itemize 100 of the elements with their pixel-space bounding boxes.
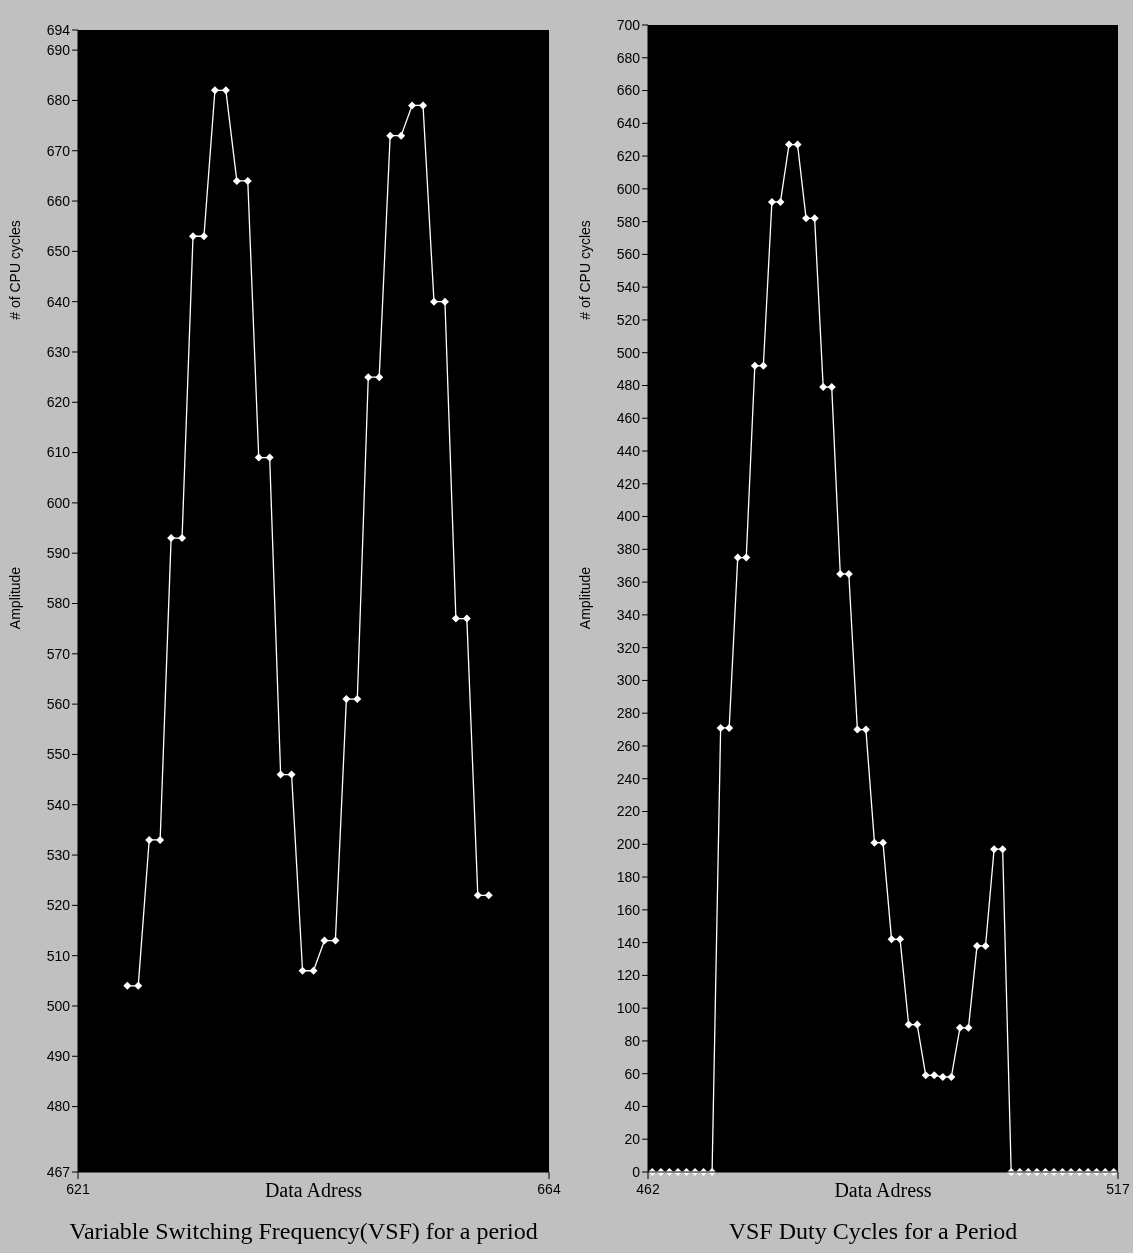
y-tick-label: 520 <box>616 311 641 328</box>
point <box>440 297 449 306</box>
y-tick-label: 650 <box>46 243 71 260</box>
point <box>451 614 460 623</box>
y-tick-label: 540 <box>46 796 71 813</box>
point <box>178 534 187 543</box>
y-axis-title: # of CPU cycles <box>7 220 23 320</box>
point <box>210 86 219 95</box>
point <box>725 723 734 732</box>
point <box>742 553 751 562</box>
point <box>853 725 862 734</box>
point <box>364 373 373 382</box>
y-tick-label: 480 <box>616 377 641 394</box>
y-tick-label: 60 <box>624 1065 641 1082</box>
text: VSF Duty Cycles for a Period <box>728 1218 1018 1244</box>
point <box>156 835 165 844</box>
y-tick-label: 360 <box>616 574 641 591</box>
point <box>199 232 208 241</box>
y-tick-label: 120 <box>616 967 641 984</box>
y-tick-label: 160 <box>616 901 641 918</box>
point <box>836 569 845 578</box>
y-tick-label: 580 <box>616 213 641 230</box>
point <box>938 1072 947 1081</box>
y-tick-label: 560 <box>46 696 71 713</box>
point <box>473 891 482 900</box>
point <box>287 770 296 779</box>
point <box>879 838 887 847</box>
point <box>887 935 896 944</box>
point <box>750 361 759 370</box>
y-tick-label: 140 <box>616 934 641 951</box>
text: Amplitude <box>7 566 23 630</box>
point <box>767 197 776 206</box>
text: Variable Switching Frequency(VSF) for a period <box>69 1218 538 1244</box>
point <box>309 966 318 975</box>
y-tick-label: 530 <box>46 846 71 863</box>
y-tick-label: 340 <box>616 606 641 623</box>
point <box>189 232 198 241</box>
point <box>785 140 793 149</box>
y-tick-label: 20 <box>624 1131 641 1148</box>
y-tick-label: 440 <box>616 442 641 459</box>
y-tick-label: 640 <box>616 115 641 132</box>
point <box>265 453 274 462</box>
point <box>904 1020 913 1029</box>
y-tick-label: 590 <box>46 545 71 562</box>
x-axis-title: Data Adress <box>264 1179 363 1201</box>
point <box>484 891 493 900</box>
point <box>386 131 395 140</box>
y-tick-label: 500 <box>616 344 641 361</box>
x-tick-label: 462 <box>636 1181 660 1197</box>
y-tick-label: 680 <box>46 92 71 109</box>
point <box>921 1071 930 1080</box>
y-tick-label: 660 <box>46 192 71 209</box>
point <box>221 86 230 95</box>
y-tick-label: 520 <box>46 897 71 914</box>
point <box>462 614 471 623</box>
point <box>419 101 428 110</box>
point <box>998 845 1007 854</box>
y-tick-label: 500 <box>46 997 71 1014</box>
y-tick-label: 680 <box>616 49 641 66</box>
point <box>947 1072 956 1081</box>
y-tick-label: 420 <box>616 475 641 492</box>
x-tick-label: 621 <box>66 1181 90 1197</box>
y-tick-label: 550 <box>46 746 71 763</box>
y-tick-label: 670 <box>46 142 71 159</box>
point <box>342 695 351 704</box>
x-axis-title: Data Adress <box>834 1179 932 1201</box>
point <box>167 534 176 543</box>
y-tick-label: 300 <box>616 672 641 689</box>
point <box>844 569 853 578</box>
point <box>981 941 990 950</box>
y-tick-label: 540 <box>616 279 641 296</box>
y-tick-label: 600 <box>616 180 641 197</box>
y-tick-label: 640 <box>46 293 71 310</box>
point <box>819 383 828 392</box>
text: Amplitude <box>577 566 593 630</box>
y-tick-label: 690 <box>46 42 71 59</box>
y-axis-title: # of CPU cycles <box>577 220 593 320</box>
y-tick-label: 490 <box>46 1048 71 1065</box>
point <box>276 770 285 779</box>
y-tick-label: 400 <box>616 508 641 525</box>
point <box>716 723 725 732</box>
point <box>802 214 811 223</box>
y-tick-label: 40 <box>624 1098 641 1115</box>
point <box>861 725 870 734</box>
point <box>964 1023 973 1032</box>
point <box>955 1023 964 1032</box>
point <box>990 845 999 854</box>
point <box>759 361 768 370</box>
point <box>243 176 252 185</box>
point <box>408 101 417 110</box>
y-tick-label: 260 <box>616 737 641 754</box>
y-tick-label: 510 <box>46 947 71 964</box>
point <box>232 176 241 185</box>
x-tick-label: 664 <box>537 1181 561 1197</box>
y-tick-label: 240 <box>616 770 641 787</box>
y-tick-label: 570 <box>46 645 71 662</box>
point <box>331 936 340 945</box>
y-tick-label: 480 <box>46 1098 71 1115</box>
y-tick-label: 467 <box>46 1163 71 1180</box>
y-tick-label: 100 <box>616 1000 641 1017</box>
